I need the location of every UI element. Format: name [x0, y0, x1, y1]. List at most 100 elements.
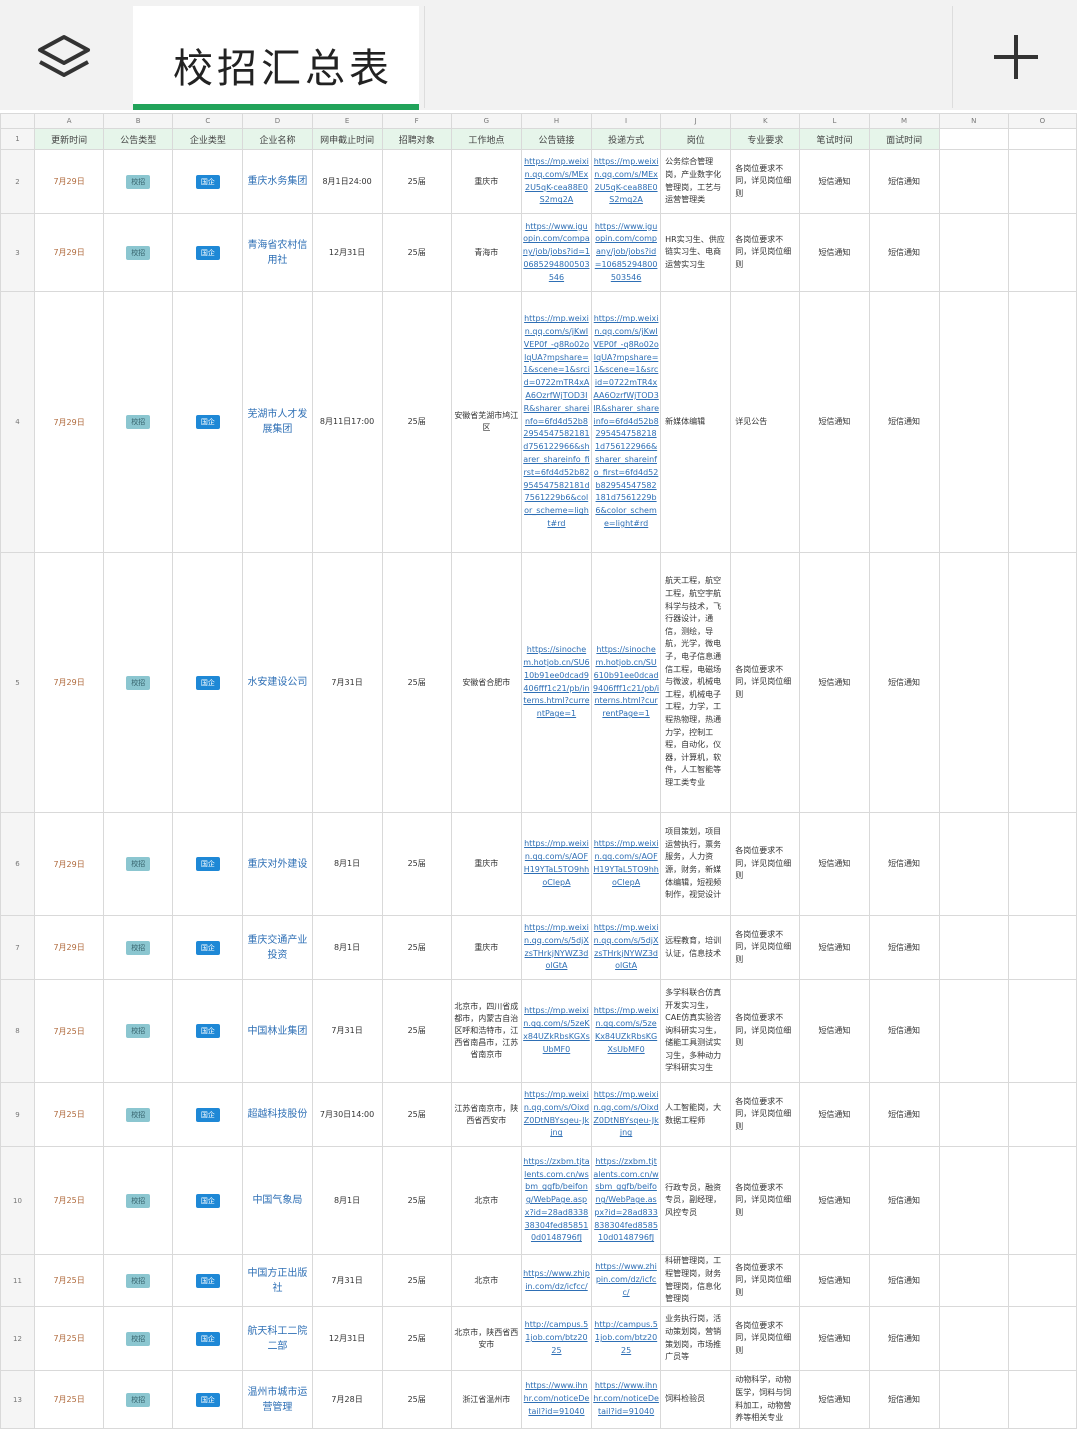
update-date-cell[interactable]: 7月29日	[34, 812, 105, 916]
column-letter[interactable]: L	[799, 113, 870, 129]
apply-link-cell[interactable]: https://www.ihnhr.com/noticeDetail?id=91…	[591, 1370, 662, 1429]
update-date-cell[interactable]: 7月29日	[34, 149, 105, 214]
major-cell[interactable]: 详见公告	[730, 291, 801, 553]
row-number[interactable]: 1	[0, 128, 36, 150]
apply-link-cell[interactable]: https://mp.weixin.qq.com/s/5zeKx84UZkRbs…	[591, 979, 662, 1083]
update-date-cell[interactable]: 7月29日	[34, 915, 105, 980]
notice-link-cell[interactable]: https://mp.weixin.qq.com/s/5djXzsTHrkjNY…	[520, 915, 593, 980]
row-number[interactable]: 10	[0, 1146, 36, 1255]
location-cell[interactable]: 江苏省南京市，陕西省西安市	[450, 1082, 522, 1147]
written-test-cell[interactable]: 短信通知	[799, 915, 870, 980]
column-letter[interactable]: F	[381, 113, 452, 129]
target-cell[interactable]: 25届	[381, 213, 452, 292]
position-cell[interactable]: 航天工程，航空工程，航空宇航科学与技术，飞行器设计，通信，测绘，导航，光学，微电…	[660, 552, 732, 813]
column-letter[interactable]: J	[660, 113, 732, 129]
company-type-cell[interactable]: 国企	[172, 812, 244, 916]
empty-cell[interactable]	[1007, 291, 1077, 553]
header-cell[interactable]: 投递方式	[591, 128, 662, 150]
notice-link-cell[interactable]: https://sinochem.hotjob.cn/SU610b91ee0dc…	[520, 552, 593, 813]
apply-link-cell[interactable]: https://mp.weixin.qq.com/s/5djXzsTHrkjNY…	[591, 915, 662, 980]
empty-cell[interactable]	[1007, 979, 1077, 1083]
row-number[interactable]: 7	[0, 915, 36, 980]
company-type-cell[interactable]: 国企	[172, 1306, 244, 1371]
column-letter[interactable]: N	[938, 113, 1009, 129]
notice-link-cell[interactable]: https://mp.weixin.qq.com/s/MEx2U5qK-cea8…	[520, 149, 593, 214]
header-cell[interactable]: 企业类型	[172, 128, 244, 150]
empty-cell[interactable]	[938, 552, 1009, 813]
empty-cell[interactable]	[1007, 915, 1077, 980]
select-all-corner[interactable]	[0, 113, 36, 129]
header-cell[interactable]: 专业要求	[730, 128, 801, 150]
notice-link-cell[interactable]: https://www.iguopin.com/company/job/jobs…	[520, 213, 593, 292]
company-name-cell[interactable]: 中国气象局	[242, 1146, 313, 1255]
deadline-cell[interactable]: 8月1日	[311, 812, 383, 916]
empty-cell[interactable]	[938, 291, 1009, 553]
column-letter[interactable]: E	[311, 113, 383, 129]
major-cell[interactable]: 各岗位要求不同，详见岗位细则	[730, 1254, 801, 1307]
written-test-cell[interactable]: 短信通知	[799, 1082, 870, 1147]
header-cell[interactable]: 网申截止时间	[311, 128, 383, 150]
location-cell[interactable]: 青海市	[450, 213, 522, 292]
empty-cell[interactable]	[1007, 149, 1077, 214]
column-letter[interactable]: M	[868, 113, 940, 129]
deadline-cell[interactable]: 12月31日	[311, 1306, 383, 1371]
spreadsheet-grid[interactable]: A B C D E F G H I J K L M N O 1 更新时间 公告类型 企业类型 企业名称 网申截止时间 招聘…	[0, 113, 1077, 1429]
notice-link-cell[interactable]: https://mp.weixin.qq.com/s/jKwIVEP0f_-q8…	[520, 291, 593, 553]
company-name-cell[interactable]: 中国方正出版社	[242, 1254, 313, 1307]
interview-cell[interactable]: 短信通知	[868, 291, 940, 553]
row-number[interactable]: 2	[0, 149, 36, 214]
company-name-cell[interactable]: 温州市城市运营管理	[242, 1370, 313, 1429]
row-number[interactable]: 12	[0, 1306, 36, 1371]
row-number[interactable]: 8	[0, 979, 36, 1083]
apply-link-cell[interactable]: https://mp.weixin.qq.com/s/jKwIVEP0f_-q8…	[591, 291, 662, 553]
notice-link-cell[interactable]: https://mp.weixin.qq.com/s/5zeKx84UZkRbs…	[520, 979, 593, 1083]
update-date-cell[interactable]: 7月25日	[34, 1082, 105, 1147]
header-cell[interactable]: 企业名称	[242, 128, 313, 150]
position-cell[interactable]: 多学科联合仿真开发实习生，CAE仿真实验咨询科研实习生，储能工具测试实习生，多种…	[660, 979, 732, 1083]
target-cell[interactable]: 25届	[381, 1370, 452, 1429]
deadline-cell[interactable]: 12月31日	[311, 213, 383, 292]
company-name-cell[interactable]: 青海省农村信用社	[242, 213, 313, 292]
major-cell[interactable]: 各岗位要求不同，详见岗位细则	[730, 1306, 801, 1371]
column-letter[interactable]: A	[34, 113, 105, 129]
major-cell[interactable]: 各岗位要求不同，详见岗位细则	[730, 1146, 801, 1255]
empty-cell[interactable]	[1007, 213, 1077, 292]
update-date-cell[interactable]: 7月25日	[34, 1306, 105, 1371]
position-cell[interactable]: 饲料检验员	[660, 1370, 732, 1429]
notice-type-cell[interactable]: 校招	[103, 213, 174, 292]
layers-menu-button[interactable]	[0, 6, 128, 108]
row-number[interactable]: 4	[0, 291, 36, 553]
interview-cell[interactable]: 短信通知	[868, 149, 940, 214]
target-cell[interactable]: 25届	[381, 915, 452, 980]
deadline-cell[interactable]: 7月31日	[311, 552, 383, 813]
empty-cell[interactable]	[1007, 1146, 1077, 1255]
company-type-cell[interactable]: 国企	[172, 915, 244, 980]
empty-cell[interactable]	[1007, 1082, 1077, 1147]
row-number[interactable]: 9	[0, 1082, 36, 1147]
company-name-cell[interactable]: 芜湖市人才发展集团	[242, 291, 313, 553]
deadline-cell[interactable]: 7月30日14:00	[311, 1082, 383, 1147]
header-cell[interactable]: 笔试时间	[799, 128, 870, 150]
position-cell[interactable]: 科研管理岗，工程管理岗，财务管理岗，信息化管理岗	[660, 1254, 732, 1307]
location-cell[interactable]: 北京市，陕西省西安市	[450, 1306, 522, 1371]
deadline-cell[interactable]: 8月11日17:00	[311, 291, 383, 553]
notice-type-cell[interactable]: 校招	[103, 812, 174, 916]
empty-cell[interactable]	[938, 915, 1009, 980]
position-cell[interactable]: 项目策划，项目运营执行，票务服务，人力资源，财务，新媒体编辑，短视频制作，视觉设…	[660, 812, 732, 916]
column-letter[interactable]: K	[730, 113, 801, 129]
spreadsheet-table[interactable]: A B C D E F G H I J K L M N O 1 更新时间 公告类型 企业类型 企业名称 网申截止时间 招聘…	[0, 113, 1077, 1429]
written-test-cell[interactable]: 短信通知	[799, 812, 870, 916]
notice-type-cell[interactable]: 校招	[103, 1306, 174, 1371]
interview-cell[interactable]: 短信通知	[868, 1082, 940, 1147]
header-cell[interactable]: 岗位	[660, 128, 732, 150]
deadline-cell[interactable]: 8月1日	[311, 1146, 383, 1255]
major-cell[interactable]: 各岗位要求不同，详见岗位细则	[730, 812, 801, 916]
column-letter[interactable]: H	[520, 113, 593, 129]
row-number[interactable]: 3	[0, 213, 36, 292]
notice-type-cell[interactable]: 校招	[103, 1146, 174, 1255]
location-cell[interactable]: 安徽省芜湖市鸠江区	[450, 291, 522, 553]
location-cell[interactable]: 北京市	[450, 1146, 522, 1255]
apply-link-cell[interactable]: https://www.zhipin.com/dz/icfcc/	[591, 1254, 662, 1307]
header-cell[interactable]	[938, 128, 1009, 150]
interview-cell[interactable]: 短信通知	[868, 979, 940, 1083]
